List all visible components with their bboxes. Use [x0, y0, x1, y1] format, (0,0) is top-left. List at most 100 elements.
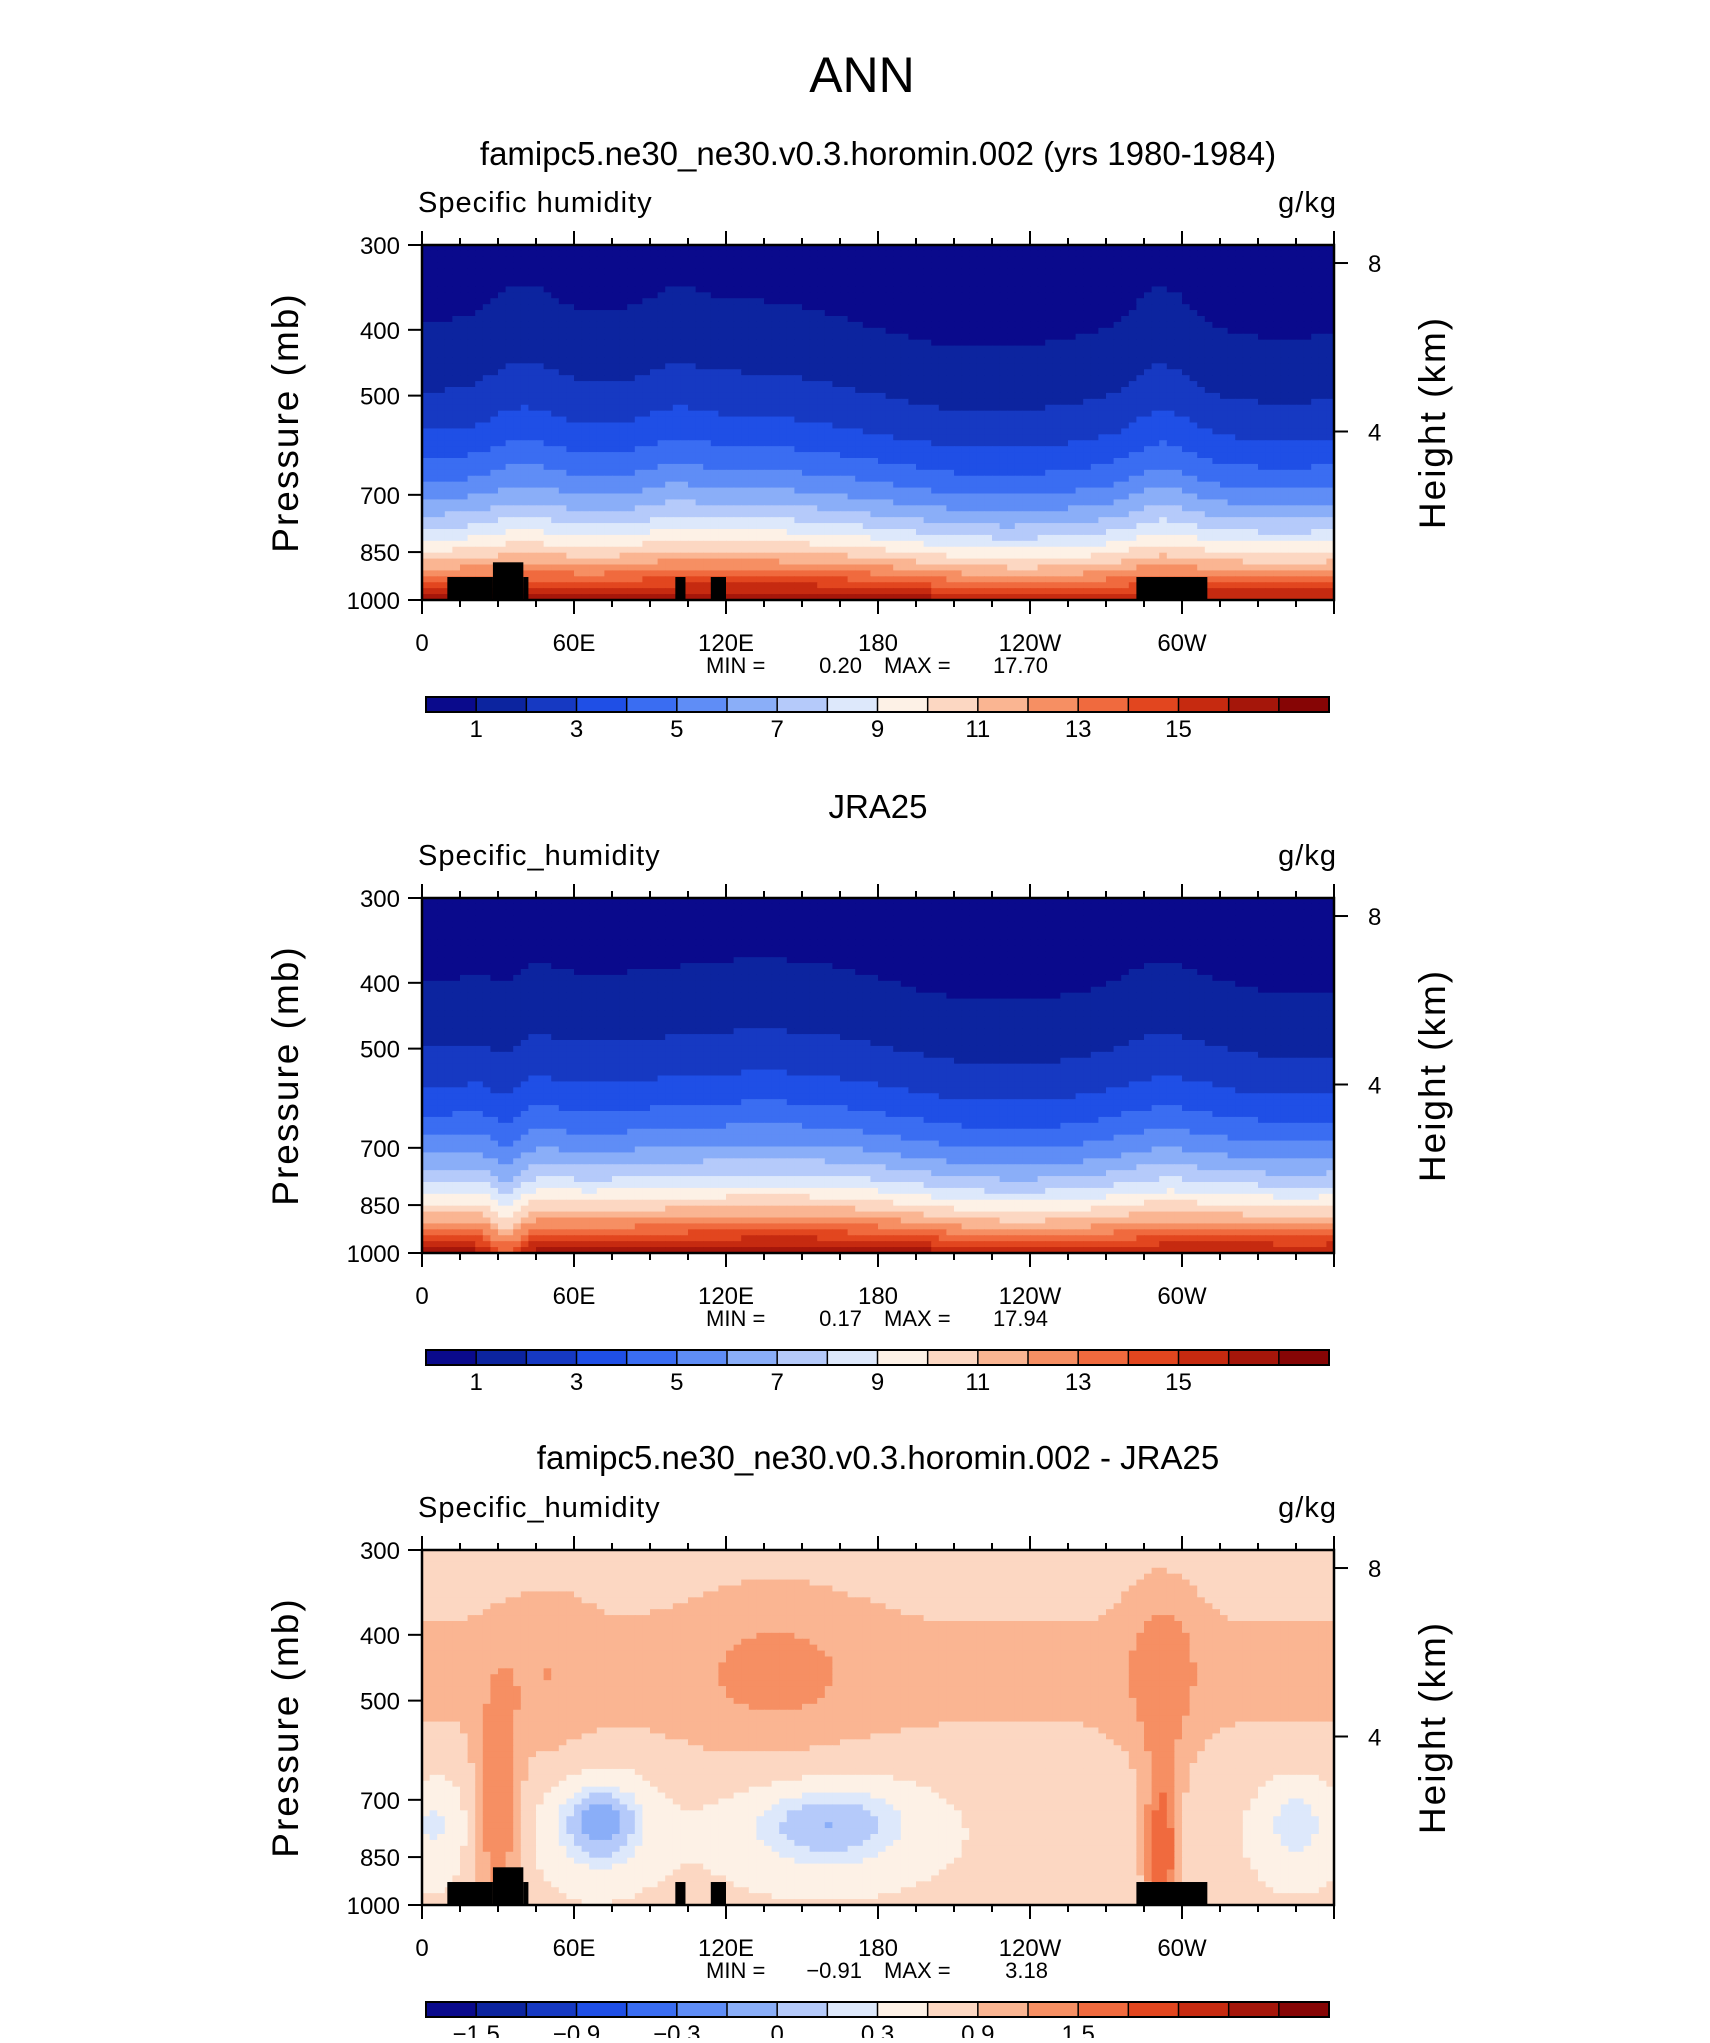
contour-cell — [1159, 392, 1168, 400]
contour-cell — [802, 357, 811, 364]
contour-cell — [1045, 274, 1054, 282]
contour-cell — [482, 250, 491, 258]
contour-cell — [824, 487, 833, 495]
contour-cell — [916, 434, 925, 441]
contour-cell — [627, 434, 636, 441]
contour-cell — [1220, 363, 1229, 370]
contour-cell — [999, 422, 1008, 430]
contour-cell — [916, 321, 925, 329]
contour-cell — [467, 475, 476, 483]
contour-cell — [513, 280, 522, 288]
contour-cell — [627, 404, 636, 412]
contour-cell — [688, 321, 697, 329]
contour-cell — [878, 410, 887, 418]
contour-cell — [1197, 286, 1206, 293]
contour-cell — [1227, 363, 1236, 370]
contour-cell — [893, 286, 902, 293]
contour-cell — [817, 321, 826, 329]
contour-cell — [1037, 440, 1046, 447]
contour-cell — [908, 292, 917, 299]
contour-cell — [855, 339, 864, 347]
contour-cell — [938, 458, 947, 465]
contour-cell — [733, 339, 742, 347]
contour-cell — [1052, 304, 1061, 311]
contour-cell — [672, 452, 681, 459]
contour-cell — [665, 310, 674, 317]
contour-cell — [688, 256, 697, 264]
contour-cell — [1098, 333, 1107, 341]
contour-cell — [1060, 351, 1069, 359]
contour-cell — [460, 363, 469, 370]
contour-cell — [1090, 481, 1099, 489]
contour-cell — [1022, 363, 1031, 370]
contour-cell — [923, 286, 932, 293]
contour-cell — [627, 452, 636, 459]
contour-cell — [817, 345, 826, 353]
contour-cell — [764, 452, 773, 459]
contour-cell — [718, 463, 727, 471]
contour-cell — [1045, 398, 1054, 406]
contour-cell — [581, 458, 590, 465]
contour-cell — [794, 256, 803, 264]
contour-cell — [840, 463, 849, 471]
contour-cell — [444, 487, 453, 495]
contour-cell — [1204, 369, 1213, 376]
contour-cell — [1014, 286, 1023, 293]
contour-cell — [619, 475, 628, 483]
contour-cell — [1273, 286, 1282, 293]
contour-cell — [505, 481, 514, 489]
contour-cell — [1030, 363, 1039, 370]
contour-cell — [551, 387, 560, 394]
contour-cell — [748, 262, 757, 270]
contour-cell — [558, 487, 567, 495]
contour-cell — [946, 446, 955, 453]
contour-cell — [688, 327, 697, 335]
contour-cell — [695, 410, 704, 418]
contour-cell — [961, 304, 970, 311]
contour-cell — [771, 250, 780, 258]
contour-cell — [1242, 321, 1251, 329]
contour-cell — [893, 274, 902, 282]
contour-cell — [1075, 410, 1084, 418]
contour-cell — [802, 327, 811, 335]
contour-cell — [908, 280, 917, 288]
contour-cell — [1182, 458, 1191, 465]
contour-cell — [1007, 357, 1016, 364]
contour-cell — [824, 404, 833, 412]
contour-cell — [589, 398, 598, 406]
contour-cell — [467, 345, 476, 353]
contour-cell — [976, 286, 985, 293]
contour-cell — [1144, 333, 1153, 341]
contour-cell — [954, 274, 963, 282]
contour-cell — [604, 446, 613, 453]
contour-cell — [429, 481, 438, 489]
contour-cell — [650, 398, 659, 406]
contour-cell — [650, 274, 659, 282]
contour-cell — [771, 363, 780, 370]
contour-cell — [536, 416, 545, 424]
contour-cell — [885, 398, 894, 406]
contour-cell — [513, 351, 522, 359]
contour-cell — [1060, 381, 1069, 388]
contour-cell — [1068, 333, 1077, 341]
contour-cell — [581, 440, 590, 447]
contour-cell — [574, 256, 583, 264]
contour-cell — [536, 304, 545, 311]
contour-cell — [1166, 351, 1175, 359]
contour-cell — [429, 452, 438, 459]
contour-cell — [1189, 422, 1198, 430]
contour-cell — [893, 245, 902, 252]
contour-cell — [1022, 475, 1031, 483]
contour-cell — [467, 280, 476, 288]
contour-cell — [961, 452, 970, 459]
contour-cell — [1151, 422, 1160, 430]
contour-cell — [824, 245, 833, 252]
contour-cell — [1151, 363, 1160, 370]
contour-cell — [961, 333, 970, 341]
contour-cell — [1212, 428, 1221, 435]
contour-cell — [916, 398, 925, 406]
contour-cell — [1311, 345, 1320, 353]
contour-cell — [422, 481, 431, 489]
contour-cell — [672, 262, 681, 270]
contour-cell — [710, 327, 719, 335]
